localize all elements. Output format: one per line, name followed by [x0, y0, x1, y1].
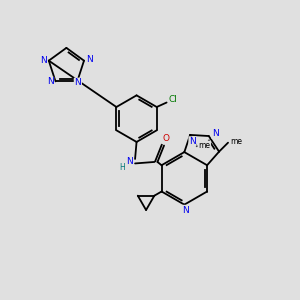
Text: N: N: [74, 78, 81, 87]
Text: N: N: [212, 129, 219, 138]
Text: H: H: [120, 163, 125, 172]
Text: N: N: [47, 77, 53, 86]
Text: N: N: [126, 158, 133, 166]
Text: Cl: Cl: [169, 95, 178, 104]
Text: N: N: [40, 56, 47, 64]
Text: me: me: [199, 141, 211, 150]
Text: N: N: [189, 137, 196, 146]
Text: O: O: [162, 134, 169, 143]
Text: N: N: [86, 55, 93, 64]
Text: me: me: [230, 137, 242, 146]
Text: N: N: [182, 206, 189, 214]
